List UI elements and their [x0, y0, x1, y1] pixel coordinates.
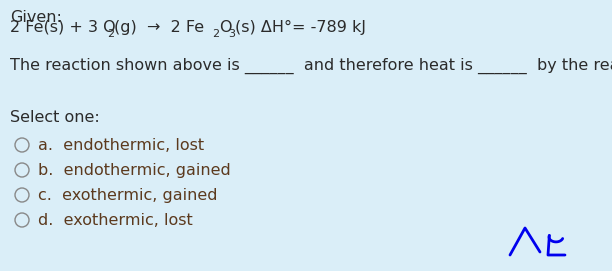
- Text: Given:: Given:: [10, 10, 62, 25]
- Text: (s) ΔH°= -789 kJ: (s) ΔH°= -789 kJ: [235, 20, 366, 35]
- Text: 2: 2: [212, 29, 219, 39]
- Text: (g)  →  2 Fe: (g) → 2 Fe: [114, 20, 204, 35]
- Text: 2: 2: [107, 29, 114, 39]
- Text: 3: 3: [228, 29, 235, 39]
- Text: 2 Fe(s) + 3 O: 2 Fe(s) + 3 O: [10, 20, 116, 35]
- Text: Select one:: Select one:: [10, 110, 100, 125]
- Text: d.  exothermic, lost: d. exothermic, lost: [38, 213, 193, 228]
- Text: O: O: [219, 20, 231, 35]
- Text: The reaction shown above is ______  and therefore heat is ______  by the reactio: The reaction shown above is ______ and t…: [10, 58, 612, 74]
- Text: c.  exothermic, gained: c. exothermic, gained: [38, 188, 217, 203]
- Text: b.  endothermic, gained: b. endothermic, gained: [38, 163, 231, 178]
- Text: a.  endothermic, lost: a. endothermic, lost: [38, 138, 204, 153]
